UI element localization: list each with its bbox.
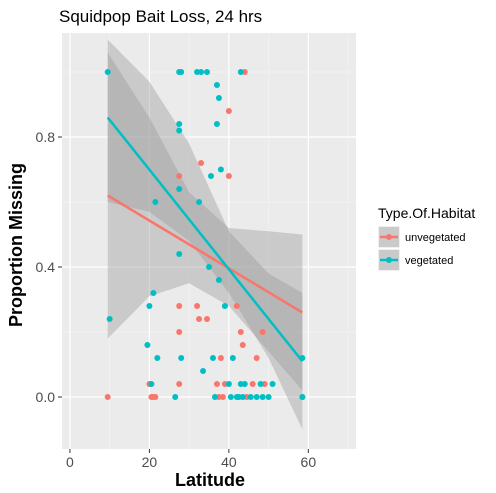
- point-unvegetated: [176, 303, 183, 309]
- x-tick-label: 20: [142, 454, 158, 470]
- grid-major: [62, 33, 356, 449]
- point-unvegetated: [233, 303, 240, 309]
- point-vegetated: [217, 166, 224, 173]
- point-unvegetated: [253, 355, 260, 361]
- point-unvegetated: [204, 316, 211, 322]
- point-vegetated: [211, 394, 218, 400]
- point-vegetated: [178, 69, 185, 75]
- legend-label-unvegetated: unvegetated: [405, 232, 466, 244]
- point-vegetated: [176, 121, 183, 127]
- fit-lines: [106, 116, 304, 363]
- point-vegetated: [152, 199, 159, 205]
- point-vegetated: [146, 303, 153, 309]
- point-unvegetated: [259, 329, 266, 335]
- point-vegetated: [176, 127, 183, 134]
- x-tick-label: 0: [66, 454, 74, 470]
- point-vegetated: [227, 394, 234, 400]
- point-vegetated: [206, 264, 212, 270]
- legend-title: Type.Of.Habitat: [378, 205, 475, 221]
- legend: Type.Of.Habitat unvegetated vegetated: [377, 205, 475, 272]
- y-tick-label: 0.4: [36, 259, 56, 275]
- y-tick-label: 0.8: [36, 129, 56, 145]
- point-vegetated: [196, 199, 203, 205]
- point-vegetated: [225, 381, 232, 387]
- point-vegetated: [213, 82, 220, 88]
- point-unvegetated: [104, 394, 111, 400]
- point-vegetated: [204, 69, 211, 75]
- point-vegetated: [200, 368, 207, 374]
- point-unvegetated: [239, 342, 246, 348]
- confidence-band-vegetated: [107, 39, 303, 430]
- point-vegetated: [198, 69, 205, 75]
- point-unvegetated: [176, 329, 183, 335]
- point-vegetated: [269, 381, 276, 387]
- point-vegetated: [150, 290, 157, 296]
- point-vegetated: [253, 394, 260, 400]
- point-vegetated: [178, 355, 185, 361]
- point-unvegetated: [217, 355, 224, 361]
- point-vegetated: [106, 316, 113, 322]
- point-vegetated: [221, 303, 228, 309]
- x-axis-ticks: 0 20 40 60: [66, 449, 316, 470]
- point-vegetated: [148, 381, 155, 387]
- point-unvegetated: [225, 108, 232, 114]
- x-axis-title: Latitude: [175, 470, 245, 490]
- point-vegetated: [176, 186, 183, 192]
- point-unvegetated: [198, 160, 205, 166]
- point-unvegetated: [237, 329, 244, 335]
- point-unvegetated: [219, 394, 226, 400]
- point-vegetated: [239, 394, 246, 400]
- fit-line-unvegetated: [107, 194, 304, 314]
- point-vegetated: [207, 173, 214, 179]
- point-vegetated: [259, 394, 266, 400]
- confidence-band-unvegetated: [107, 52, 303, 391]
- point-vegetated: [154, 355, 161, 361]
- point-vegetated: [257, 381, 264, 387]
- point-vegetated: [299, 394, 306, 400]
- chart-title: Squidpop Bait Loss, 24 hrs: [59, 7, 262, 26]
- x-tick-label: 60: [301, 454, 317, 470]
- point-unvegetated: [249, 381, 256, 387]
- point-unvegetated: [194, 303, 201, 309]
- legend-keys: unvegetated vegetated: [377, 225, 466, 272]
- point-vegetated: [229, 355, 236, 361]
- point-vegetated: [215, 277, 222, 283]
- point-unvegetated: [196, 316, 203, 322]
- point-vegetated: [144, 342, 151, 348]
- point-vegetated: [265, 394, 272, 400]
- point-vegetated: [241, 381, 248, 387]
- y-tick-label: 0.0: [36, 389, 56, 405]
- point-vegetated: [213, 121, 220, 127]
- point-vegetated: [247, 394, 254, 400]
- point-unvegetated: [213, 381, 220, 387]
- plot-panel: [62, 33, 356, 449]
- y-axis-ticks: 0.0 0.4 0.8: [36, 129, 62, 405]
- point-vegetated: [237, 69, 244, 75]
- x-tick-label: 40: [221, 454, 237, 470]
- point-unvegetated: [176, 173, 183, 179]
- legend-key-point: [386, 257, 392, 263]
- point-vegetated: [215, 95, 222, 101]
- grid-minor: [62, 33, 356, 449]
- point-unvegetated: [176, 381, 183, 387]
- legend-label-vegetated: vegetated: [405, 255, 453, 267]
- point-vegetated: [209, 355, 216, 361]
- point-vegetated: [172, 394, 179, 400]
- legend-key-point: [386, 234, 392, 240]
- point-vegetated: [104, 69, 111, 75]
- point-unvegetated: [225, 173, 232, 179]
- fit-line-vegetated: [106, 116, 304, 363]
- point-unvegetated: [152, 394, 159, 400]
- point-vegetated: [176, 251, 183, 257]
- y-axis-title: Proportion Missing: [6, 163, 26, 327]
- confidence-bands: [107, 39, 303, 430]
